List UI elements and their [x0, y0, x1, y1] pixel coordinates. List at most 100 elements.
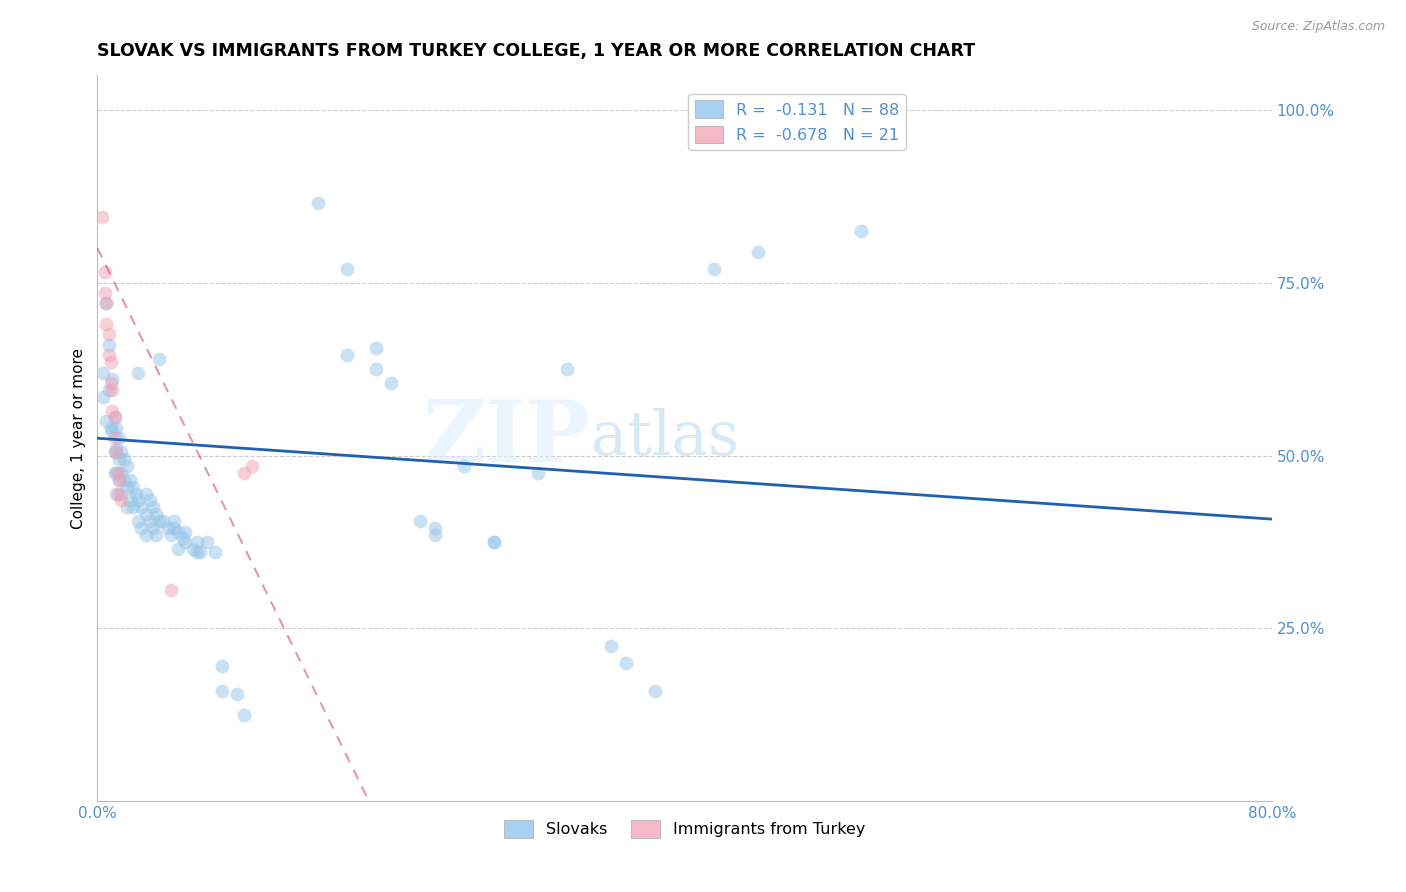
Point: [163, 514, 186, 528]
Point: [336, 348, 359, 362]
Point: [98, 348, 121, 362]
Legend: Slovaks, Immigrants from Turkey: Slovaks, Immigrants from Turkey: [498, 814, 872, 844]
Point: [127, 514, 149, 528]
Point: [101, 372, 124, 386]
Point: [159, 583, 181, 598]
Point: [453, 458, 475, 473]
Point: [96, 317, 118, 331]
Point: [307, 196, 329, 211]
Point: [233, 466, 256, 480]
Point: [135, 508, 157, 522]
Point: [156, 521, 179, 535]
Point: [131, 500, 153, 515]
Point: [747, 244, 769, 259]
Point: [104, 445, 127, 459]
Point: [91, 390, 114, 404]
Point: [172, 532, 194, 546]
Point: [159, 528, 181, 542]
Point: [98, 383, 121, 397]
Point: [127, 493, 149, 508]
Point: [107, 466, 129, 480]
Point: [115, 500, 138, 515]
Point: [108, 431, 131, 445]
Point: [107, 486, 129, 500]
Point: [152, 514, 174, 528]
Text: SLOVAK VS IMMIGRANTS FROM TURKEY COLLEGE, 1 YEAR OR MORE CORRELATION CHART: SLOVAK VS IMMIGRANTS FROM TURKEY COLLEGE…: [97, 42, 976, 60]
Point: [101, 383, 124, 397]
Point: [174, 535, 197, 549]
Point: [366, 342, 388, 356]
Point: [135, 528, 157, 542]
Point: [148, 351, 170, 366]
Point: [112, 452, 135, 467]
Point: [644, 683, 666, 698]
Point: [482, 535, 505, 549]
Point: [849, 224, 872, 238]
Point: [142, 500, 165, 515]
Text: Source: ZipAtlas.com: Source: ZipAtlas.com: [1251, 20, 1385, 33]
Point: [90, 210, 112, 224]
Point: [105, 466, 128, 480]
Point: [105, 421, 128, 435]
Point: [115, 458, 138, 473]
Point: [527, 466, 550, 480]
Point: [423, 521, 446, 535]
Point: [174, 524, 197, 539]
Point: [142, 521, 165, 535]
Point: [104, 466, 127, 480]
Point: [105, 445, 128, 459]
Point: [135, 486, 157, 500]
Point: [110, 486, 132, 500]
Point: [110, 445, 132, 459]
Point: [121, 480, 143, 494]
Point: [188, 545, 211, 559]
Y-axis label: College, 1 year or more: College, 1 year or more: [72, 348, 86, 529]
Point: [127, 366, 149, 380]
Point: [105, 442, 128, 456]
Point: [233, 707, 256, 722]
Point: [121, 500, 143, 515]
Point: [110, 493, 132, 508]
Point: [148, 514, 170, 528]
Point: [703, 261, 725, 276]
Point: [96, 296, 118, 310]
Point: [104, 410, 127, 425]
Point: [163, 521, 186, 535]
Point: [211, 683, 233, 698]
Point: [366, 362, 388, 376]
Point: [98, 327, 121, 342]
Point: [91, 366, 114, 380]
Point: [96, 414, 118, 428]
Point: [96, 296, 118, 310]
Point: [197, 535, 219, 549]
Point: [93, 285, 115, 300]
Point: [225, 687, 247, 701]
Point: [118, 493, 141, 508]
Point: [145, 528, 167, 542]
Point: [240, 458, 263, 473]
Point: [555, 362, 578, 376]
Point: [600, 639, 623, 653]
Point: [131, 521, 153, 535]
Point: [115, 480, 138, 494]
Point: [112, 473, 135, 487]
Point: [101, 403, 124, 417]
Point: [100, 355, 122, 369]
Point: [104, 431, 127, 445]
Point: [167, 524, 190, 539]
Point: [110, 466, 132, 480]
Point: [423, 528, 446, 542]
Point: [104, 410, 127, 425]
Point: [100, 376, 122, 390]
Point: [101, 425, 124, 439]
Point: [105, 486, 128, 500]
Point: [98, 338, 121, 352]
Point: [211, 659, 233, 673]
Point: [614, 656, 637, 670]
Point: [186, 545, 208, 559]
Point: [482, 535, 505, 549]
Point: [186, 535, 208, 549]
Point: [118, 473, 141, 487]
Point: [139, 514, 162, 528]
Point: [108, 452, 131, 467]
